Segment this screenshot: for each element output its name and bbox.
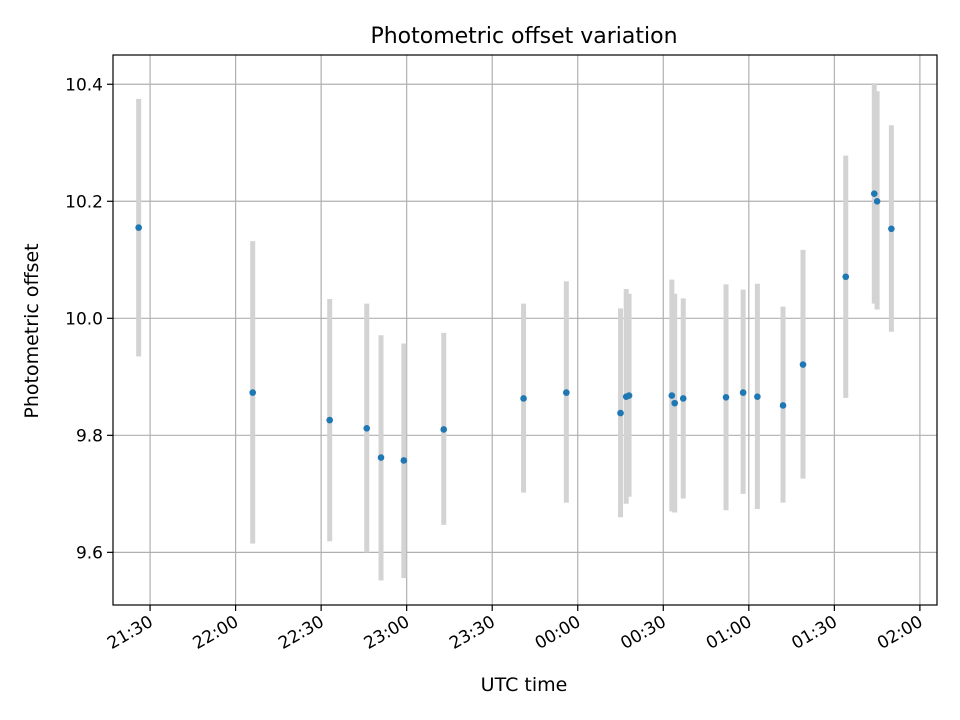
x-axis-label: UTC time [481, 674, 568, 696]
data-point [135, 224, 142, 231]
x-tick-label: 01:00 [703, 612, 755, 654]
data-point [520, 395, 527, 402]
x-tick-label: 00:00 [532, 612, 584, 654]
data-point [563, 389, 570, 396]
data-point [363, 424, 371, 432]
x-tick-label: 02:00 [874, 612, 926, 654]
y-axis-label: Photometric offset [21, 243, 43, 418]
data-point [799, 361, 807, 368]
data-point [754, 393, 761, 401]
x-tick-label: 23:00 [361, 612, 413, 654]
data-point [888, 225, 895, 233]
tick-layer: 21:30 22:00 22:30 23:00 23:30 00:00 00:30 01:00… [65, 75, 926, 654]
y-tick-label: 10.0 [65, 309, 103, 329]
chart-title: Photometric offset variation [370, 24, 677, 49]
x-tick-label: 22:00 [190, 612, 242, 654]
x-tick-label: 21:30 [104, 612, 156, 654]
data-point-layer [135, 190, 895, 464]
data-point [668, 392, 676, 399]
data-point [842, 273, 850, 281]
data-point [377, 454, 385, 461]
data-point [440, 426, 448, 433]
data-point [779, 402, 787, 409]
data-point [326, 416, 333, 424]
plot-frame [112, 54, 938, 606]
y-tick-label: 9.8 [76, 426, 103, 446]
data-point [625, 392, 633, 399]
data-point [400, 457, 408, 464]
data-point [739, 389, 747, 396]
x-tick-label: 23:30 [446, 612, 498, 654]
errorbar-layer [136, 83, 894, 581]
data-point [722, 393, 730, 401]
x-tick-label: 01:30 [788, 612, 840, 654]
data-point [679, 395, 687, 402]
x-tick-label: 22:30 [275, 612, 327, 654]
data-point [617, 409, 624, 417]
y-tick-label: 10.2 [65, 192, 103, 212]
y-tick-label: 10.4 [65, 75, 103, 95]
data-point [671, 399, 678, 407]
x-tick-label: 00:30 [617, 612, 669, 654]
data-point [870, 190, 878, 197]
data-point [873, 197, 881, 205]
y-tick-label: 9.6 [76, 543, 103, 563]
data-point [249, 389, 257, 396]
